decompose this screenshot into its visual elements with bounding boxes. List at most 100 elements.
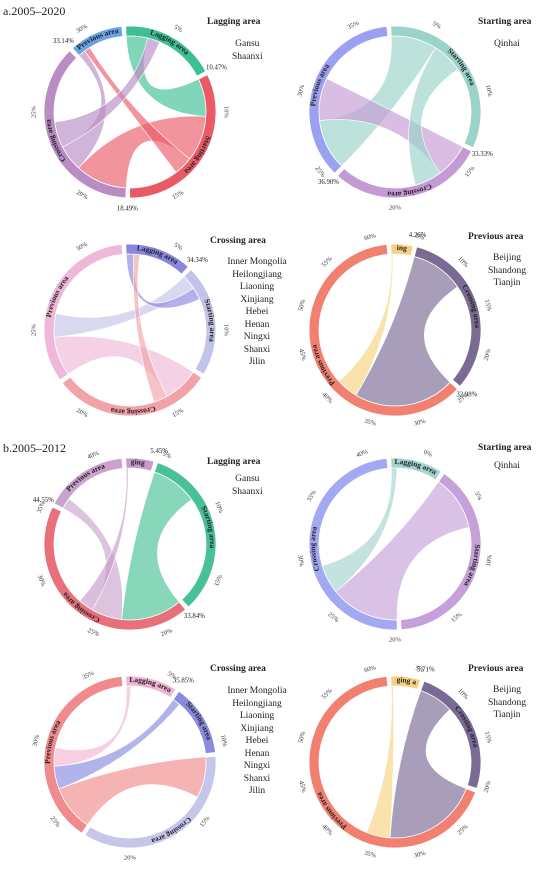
tick-label: 55%: [320, 255, 334, 269]
region-name: Xinjiang: [240, 294, 274, 305]
boundary-label: 35.85%: [173, 678, 194, 685]
tick-label: 40%: [320, 391, 334, 405]
segment-arc: [125, 25, 207, 77]
segment-arc: [308, 457, 398, 631]
tick-label: 15%: [483, 731, 493, 745]
chord-flow: [355, 256, 458, 407]
boundary-label: 18.49%: [117, 206, 138, 213]
region-name: Shaanxi: [232, 486, 263, 497]
panel-title: Previous area: [468, 664, 524, 674]
boundary-label: 5.71%: [417, 667, 435, 674]
boundary-label: 44.55%: [33, 497, 54, 504]
panel-regions: Gansu Shaanxi: [232, 38, 263, 63]
segment-arc: [400, 472, 482, 631]
segment-arc: [413, 246, 482, 387]
segment-arc: [183, 268, 217, 375]
boundary-label: 5.45%: [150, 448, 168, 455]
segment-arc: [61, 371, 203, 417]
tick-label: 40%: [355, 448, 369, 459]
tick-label: 10%: [485, 554, 494, 568]
segment-arc: [308, 25, 389, 174]
tick-label: 25%: [456, 823, 470, 837]
panel-regions: Gansu Shaanxi: [232, 473, 263, 498]
region-name: Beijing: [493, 253, 521, 263]
tick-label: 20%: [75, 189, 89, 201]
region-name: Shandong: [488, 697, 526, 708]
segment-arc: [390, 457, 442, 481]
tick-label: 10%: [213, 500, 224, 514]
panel-regions: Inner Mongolia Heilongjiang Liaoning Xinjia…: [222, 256, 292, 369]
tick-label: 5%: [473, 491, 484, 503]
tick-label: 20%: [483, 348, 493, 362]
region-name: Henan: [244, 748, 270, 759]
tick-label: 25%: [30, 105, 37, 118]
panel-regions: Beijing Shandong Tianjin: [488, 252, 526, 290]
tick-label: 20%: [124, 854, 137, 861]
panel-regions: Inner Mongolia Heilongjiang Liaoning Xinjia…: [222, 685, 292, 798]
region-name: Liaoning: [239, 282, 275, 292]
region-name: Shanxi: [243, 344, 271, 355]
segment-arc: [308, 675, 477, 849]
tick-label: 30%: [297, 83, 307, 97]
tick-label: 5%: [173, 242, 185, 253]
segment-label: Previous area: [309, 344, 336, 388]
segment-label: Previous area: [64, 461, 106, 493]
tick-label: 30%: [36, 574, 47, 588]
tick-label: 35%: [346, 19, 360, 31]
segment-arc: [125, 457, 155, 472]
tick-label: 40%: [320, 823, 334, 837]
segment-arc: [43, 243, 124, 381]
segment-label: Previous area: [314, 791, 348, 832]
boundary-label: 4.26%: [409, 232, 427, 239]
tick-label: 30%: [413, 418, 427, 428]
region-name: Shaanxi: [232, 51, 263, 62]
region-name: Xinjiang: [240, 723, 274, 734]
tick-label: 35%: [306, 489, 318, 503]
panel-regions: Qinhai: [494, 38, 520, 51]
tick-label: 30%: [75, 23, 89, 35]
segment-label: Crossing area: [387, 182, 434, 199]
region-name: Heilongjiang: [232, 698, 282, 709]
segment-arc: [43, 506, 187, 631]
segment-arc: [336, 146, 473, 199]
tick-label: 50%: [297, 730, 307, 744]
tick-label: 15%: [464, 165, 477, 179]
segment-label: Lagging area: [282, 219, 407, 253]
tick-label: 35%: [81, 669, 95, 681]
tick-label: 50%: [297, 298, 307, 312]
tick-label: 45%: [297, 780, 307, 794]
segment-arc: [420, 680, 482, 789]
tick-label: 15%: [199, 815, 212, 829]
tick-label: 20%: [389, 204, 402, 211]
region-name: Inner Mongolia: [227, 686, 287, 696]
boundary-label: 33.14%: [53, 38, 74, 45]
segment-arc: [153, 462, 217, 608]
panel-title: Starting area: [478, 443, 532, 453]
segment-arc: [43, 50, 127, 199]
tick-label: 15%: [171, 189, 185, 201]
panel-title: Crossing area: [210, 664, 266, 674]
boundary-label: 33.33%: [472, 151, 493, 158]
region-name: Hebei: [245, 307, 269, 317]
segment-label: Crossing area: [453, 704, 481, 748]
tick-label: 55%: [320, 687, 334, 701]
segment-arc: [43, 675, 124, 834]
segment-arc: [390, 25, 482, 149]
tick-label: 30%: [296, 554, 305, 568]
tick-label: 45%: [297, 348, 307, 362]
region-name: Inner Mongolia: [227, 257, 287, 267]
boundary-label: 32.98%: [456, 392, 477, 399]
segment-label: Starting area: [184, 700, 214, 742]
tick-label: 15%: [171, 407, 185, 419]
tick-label: 15%: [450, 611, 464, 624]
region-name: Henan: [244, 319, 270, 330]
boundary-label: 34.34%: [187, 257, 208, 264]
tick-label: 20%: [160, 627, 174, 638]
tick-label: 15%: [213, 573, 224, 587]
segment-label: Previous area: [44, 274, 71, 318]
boundary-label: 33.84%: [184, 613, 205, 620]
